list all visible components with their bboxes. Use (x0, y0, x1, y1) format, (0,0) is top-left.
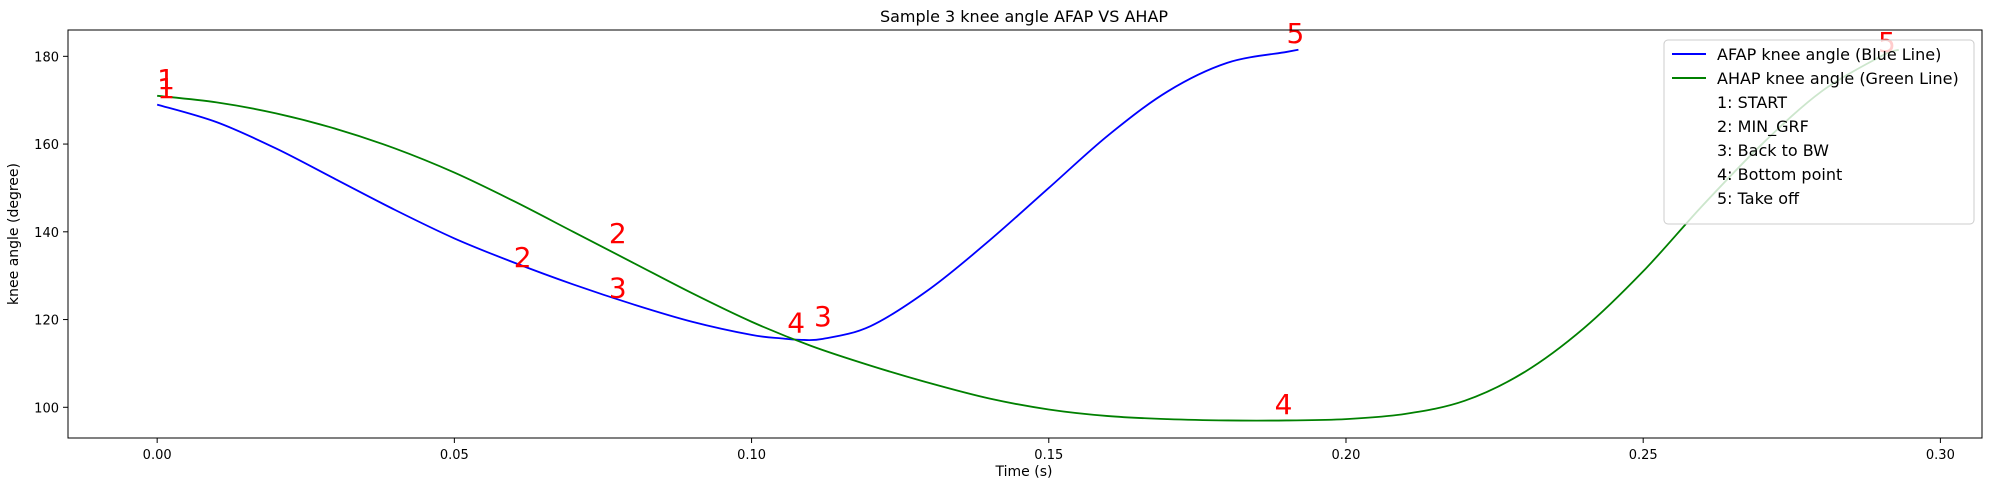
y-tick-label: 100 (34, 401, 59, 416)
axes-frame (67, 29, 1983, 439)
x-tick-label: 0.00 (143, 448, 172, 463)
ahap-series-line (157, 48, 1900, 422)
y-tick-label: 180 (34, 50, 59, 65)
y-tick-label: 120 (34, 314, 59, 329)
x-tick-label: 0.20 (1332, 448, 1361, 463)
event-annotation: 3 (814, 300, 832, 333)
legend-entry: 2: MIN_GRF (1717, 117, 1809, 137)
x-tick-label: 0.05 (440, 448, 469, 463)
event-annotation: 4 (787, 307, 805, 340)
legend-entry: 5: Take off (1717, 189, 1800, 208)
chart-title: Sample 3 knee angle AFAP VS AHAP (880, 7, 1168, 26)
y-tick-label: 140 (34, 226, 59, 241)
y-axis: 100 120 140 160 180 (34, 50, 68, 416)
y-axis-label: knee angle (degree) (6, 163, 22, 305)
x-tick-label: 0.25 (1629, 448, 1658, 463)
legend-entry: 3: Back to BW (1717, 141, 1829, 160)
event-annotation: 2 (514, 241, 532, 274)
afap-series-line (156, 48, 1299, 342)
annotation-layer: 1122343455 (157, 17, 1896, 421)
x-tick-label: 0.15 (1034, 448, 1063, 463)
event-annotation: 3 (609, 272, 627, 305)
event-annotation: 1 (157, 63, 175, 96)
event-annotation: 1 (157, 72, 175, 105)
x-tick-label: 0.10 (737, 448, 766, 463)
event-annotation: 4 (1275, 388, 1293, 421)
event-annotation: 5 (1287, 17, 1305, 50)
legend-entry: 4: Bottom point (1717, 165, 1842, 184)
legend: AFAP knee angle (Blue Line) AHAP knee ang… (1663, 39, 1975, 225)
legend-entry: AHAP knee angle (Green Line) (1717, 69, 1959, 88)
x-axis: 0.00 0.05 0.10 0.15 0.20 0.25 0.30 (143, 438, 1955, 463)
plot-area (156, 48, 1900, 422)
legend-entry: 1: START (1717, 93, 1787, 112)
legend-entry: AFAP knee angle (Blue Line) (1717, 45, 1941, 64)
x-axis-label: Time (s) (995, 464, 1053, 480)
x-tick-label: 0.30 (1926, 448, 1955, 463)
legend-box (1663, 39, 1975, 225)
event-annotation: 2 (609, 217, 627, 250)
y-tick-label: 160 (34, 138, 59, 153)
